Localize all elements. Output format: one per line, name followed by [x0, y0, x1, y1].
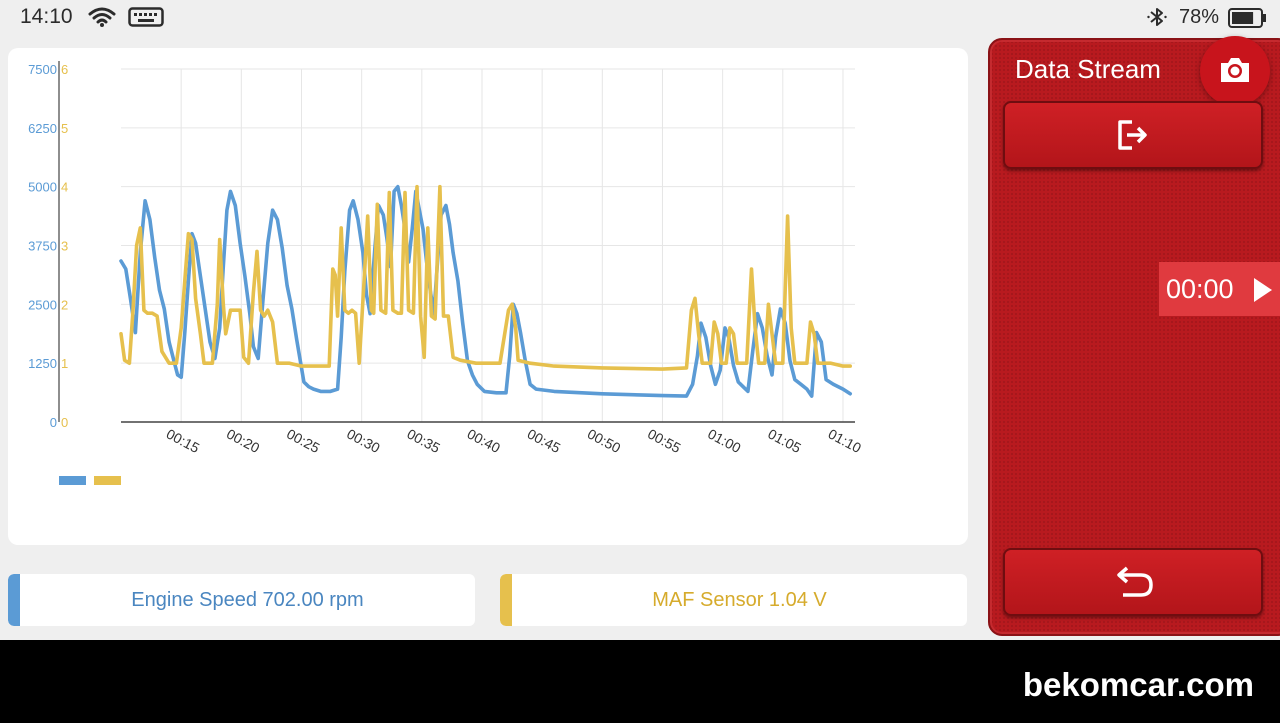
x-tick-label: 00:45 — [525, 426, 564, 457]
back-icon — [1117, 566, 1153, 597]
y-tick-label-right: 2 — [61, 297, 68, 312]
engine-speed-reading: Engine Speed 702.00 rpm — [131, 589, 364, 611]
x-tick-label: 00:40 — [465, 426, 504, 457]
play-icon — [1254, 278, 1272, 302]
x-tick-label: 00:50 — [585, 426, 624, 457]
legend-swatch — [59, 476, 86, 485]
screenshot-button[interactable] — [1200, 36, 1270, 106]
timer-value: 00:00 — [1166, 274, 1234, 304]
x-tick-label: 01:10 — [826, 426, 865, 457]
chart-card: 0 0 1250 1 2500 2 3750 3 5000 4 6250 5 7500 6 00:15 00:… — [8, 48, 968, 545]
bluetooth-icon — [1147, 8, 1167, 26]
x-tick-label: 00:35 — [404, 426, 443, 457]
y-tick-label-right: 4 — [61, 180, 68, 195]
record-timer-button[interactable]: 00:00 — [1159, 262, 1280, 316]
x-tick-label: 01:05 — [765, 426, 804, 457]
x-tick-label: 00:20 — [224, 426, 263, 457]
x-tick-label: 00:15 — [164, 426, 203, 457]
x-tick-label: 01:00 — [705, 426, 744, 457]
y-tick-label-left: 3750 — [28, 239, 57, 254]
exit-button[interactable] — [1003, 101, 1263, 169]
x-tick-label: 00:30 — [344, 426, 383, 457]
y-tick-label-right: 1 — [61, 356, 68, 371]
back-button[interactable] — [1003, 548, 1263, 616]
status-bar: 14:10 78% — [0, 0, 1280, 36]
x-tick-label: 00:25 — [284, 426, 323, 457]
bottom-band: bekomcar.com — [0, 640, 1280, 723]
legend-swatch — [94, 476, 121, 485]
y-tick-label-right: 0 — [61, 415, 68, 430]
y-tick-label-left: 5000 — [28, 180, 57, 195]
battery-percent: 78% — [1179, 6, 1220, 28]
y-tick-label-left: 6250 — [28, 121, 57, 136]
data-stream-chart: 0 0 1250 1 2500 2 3750 3 5000 4 6250 5 7500 6 00:15 00:… — [28, 61, 865, 485]
y-tick-label-left: 2500 — [28, 297, 57, 312]
maf-sensor-card[interactable]: MAF Sensor 1.04 V — [500, 574, 967, 626]
camera-icon — [1221, 58, 1249, 82]
engine-speed-color-bar — [8, 574, 20, 626]
battery-icon — [1228, 8, 1266, 28]
y-tick-label-left: 1250 — [28, 356, 57, 371]
maf-sensor-reading: MAF Sensor 1.04 V — [652, 589, 827, 611]
y-tick-label-right: 3 — [61, 239, 68, 254]
y-tick-label-right: 5 — [61, 121, 68, 136]
y-tick-label-left: 0 — [50, 415, 57, 430]
maf-sensor-color-bar — [500, 574, 512, 626]
y-tick-label-right: 6 — [61, 62, 68, 77]
status-time: 14:10 — [20, 5, 73, 28]
maf-sensor-line — [119, 184, 852, 371]
wifi-icon — [88, 7, 116, 27]
keyboard-icon — [128, 7, 164, 27]
panel-title: Data Stream — [1015, 54, 1161, 84]
y-tick-label-left: 7500 — [28, 62, 57, 77]
x-tick-label: 00:55 — [645, 426, 684, 457]
exit-icon — [1118, 120, 1147, 150]
watermark: bekomcar.com — [1022, 666, 1254, 703]
engine-speed-card[interactable]: Engine Speed 702.00 rpm — [8, 574, 475, 626]
